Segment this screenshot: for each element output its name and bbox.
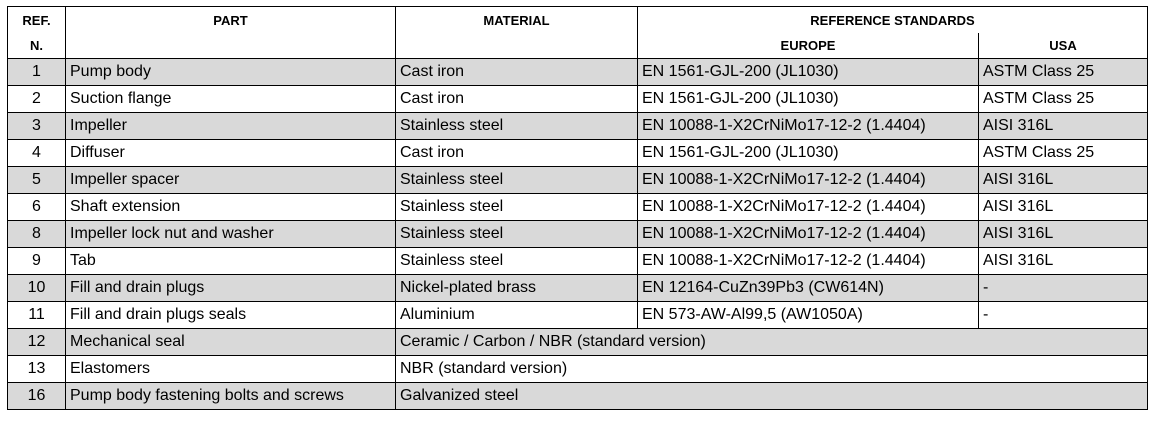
part-name: Impeller xyxy=(65,112,396,140)
usa-standard: ASTM Class 25 xyxy=(978,85,1148,113)
material: Stainless steel xyxy=(395,193,638,221)
part-name: Impeller spacer xyxy=(65,166,396,194)
usa-standard: ASTM Class 25 xyxy=(978,139,1148,167)
material: Cast iron xyxy=(395,58,638,86)
table-row: 8 Impeller lock nut and washer Stainless s… xyxy=(7,220,1148,248)
table-row: 13 Elastomers NBR (standard version) xyxy=(7,355,1148,383)
table-row: 5 Impeller spacer Stainless steel EN 10088-… xyxy=(7,166,1148,194)
header-ref-line2: N. xyxy=(7,33,66,59)
table-row: 11 Fill and drain plugs seals Aluminium EN … xyxy=(7,301,1148,329)
europe-standard: EN 10088-1-X2CrNiMo17-12-2 (1.4404) xyxy=(637,112,979,140)
ref-number: 9 xyxy=(7,247,66,275)
material: Stainless steel xyxy=(395,220,638,248)
part-name: Suction flange xyxy=(65,85,396,113)
part-name: Tab xyxy=(65,247,396,275)
part-name: Mechanical seal xyxy=(65,328,396,356)
material: Cast iron xyxy=(395,139,638,167)
part-name: Pump body xyxy=(65,58,396,86)
material: Ceramic / Carbon / NBR (standard version… xyxy=(395,328,1148,356)
europe-standard: EN 10088-1-X2CrNiMo17-12-2 (1.4404) xyxy=(637,220,979,248)
usa-standard: AISI 316L xyxy=(978,193,1148,221)
table-row: 6 Shaft extension Stainless steel EN 10088-… xyxy=(7,193,1148,221)
part-name: Fill and drain plugs xyxy=(65,274,396,302)
ref-number: 3 xyxy=(7,112,66,140)
ref-number: 12 xyxy=(7,328,66,356)
ref-number: 13 xyxy=(7,355,66,383)
header-material-cont xyxy=(395,33,638,59)
europe-standard: EN 10088-1-X2CrNiMo17-12-2 (1.4404) xyxy=(637,247,979,275)
ref-number: 2 xyxy=(7,85,66,113)
part-name: Diffuser xyxy=(65,139,396,167)
table-body: 1 Pump body Cast iron EN 1561-GJL-200 (JL10… xyxy=(7,58,1148,410)
table-row: 1 Pump body Cast iron EN 1561-GJL-200 (JL10… xyxy=(7,58,1148,86)
europe-standard: EN 12164-CuZn39Pb3 (CW614N) xyxy=(637,274,979,302)
header-material: MATERIAL xyxy=(395,6,638,33)
usa-standard: - xyxy=(978,301,1148,329)
ref-number: 11 xyxy=(7,301,66,329)
header-ref-line1: REF. xyxy=(7,6,66,33)
part-name: Shaft extension xyxy=(65,193,396,221)
table-row: 12 Mechanical seal Ceramic / Carbon / NBR … xyxy=(7,328,1148,356)
part-name: Fill and drain plugs seals xyxy=(65,301,396,329)
ref-number: 1 xyxy=(7,58,66,86)
header-reference-standards: REFERENCE STANDARDS xyxy=(637,6,1148,33)
material: Aluminium xyxy=(395,301,638,329)
table-row: 2 Suction flange Cast iron EN 1561-GJL-200 … xyxy=(7,85,1148,113)
material: Stainless steel xyxy=(395,112,638,140)
usa-standard: - xyxy=(978,274,1148,302)
table-row: 16 Pump body fastening bolts and screws Ga… xyxy=(7,382,1148,410)
ref-number: 5 xyxy=(7,166,66,194)
ref-number: 10 xyxy=(7,274,66,302)
material: Galvanized steel xyxy=(395,382,1148,410)
ref-number: 6 xyxy=(7,193,66,221)
europe-standard: EN 10088-1-X2CrNiMo17-12-2 (1.4404) xyxy=(637,166,979,194)
ref-number: 16 xyxy=(7,382,66,410)
part-name: Impeller lock nut and washer xyxy=(65,220,396,248)
table-row: 10 Fill and drain plugs Nickel-plated bras… xyxy=(7,274,1148,302)
table-row: 4 Diffuser Cast iron EN 1561-GJL-200 (JL103… xyxy=(7,139,1148,167)
materials-table: REF. PART MATERIAL REFERENCE STANDARDS N… xyxy=(7,6,1148,410)
usa-standard: ASTM Class 25 xyxy=(978,58,1148,86)
part-name: Pump body fastening bolts and screws xyxy=(65,382,396,410)
europe-standard: EN 10088-1-X2CrNiMo17-12-2 (1.4404) xyxy=(637,193,979,221)
material: NBR (standard version) xyxy=(395,355,1148,383)
header-part-cont xyxy=(65,33,396,59)
usa-standard: AISI 316L xyxy=(978,112,1148,140)
table-row: 3 Impeller Stainless steel EN 10088-1-X2CrN… xyxy=(7,112,1148,140)
ref-number: 8 xyxy=(7,220,66,248)
header-usa: USA xyxy=(978,33,1148,59)
header-europe: EUROPE xyxy=(637,33,979,59)
usa-standard: AISI 316L xyxy=(978,220,1148,248)
ref-number: 4 xyxy=(7,139,66,167)
material: Cast iron xyxy=(395,85,638,113)
material: Stainless steel xyxy=(395,247,638,275)
material: Nickel-plated brass xyxy=(395,274,638,302)
part-name: Elastomers xyxy=(65,355,396,383)
usa-standard: AISI 316L xyxy=(978,166,1148,194)
material: Stainless steel xyxy=(395,166,638,194)
europe-standard: EN 573-AW-Al99,5 (AW1050A) xyxy=(637,301,979,329)
header-part: PART xyxy=(65,6,396,33)
europe-standard: EN 1561-GJL-200 (JL1030) xyxy=(637,58,979,86)
europe-standard: EN 1561-GJL-200 (JL1030) xyxy=(637,85,979,113)
usa-standard: AISI 316L xyxy=(978,247,1148,275)
table-row: 9 Tab Stainless steel EN 10088-1-X2CrNiMo17… xyxy=(7,247,1148,275)
europe-standard: EN 1561-GJL-200 (JL1030) xyxy=(637,139,979,167)
